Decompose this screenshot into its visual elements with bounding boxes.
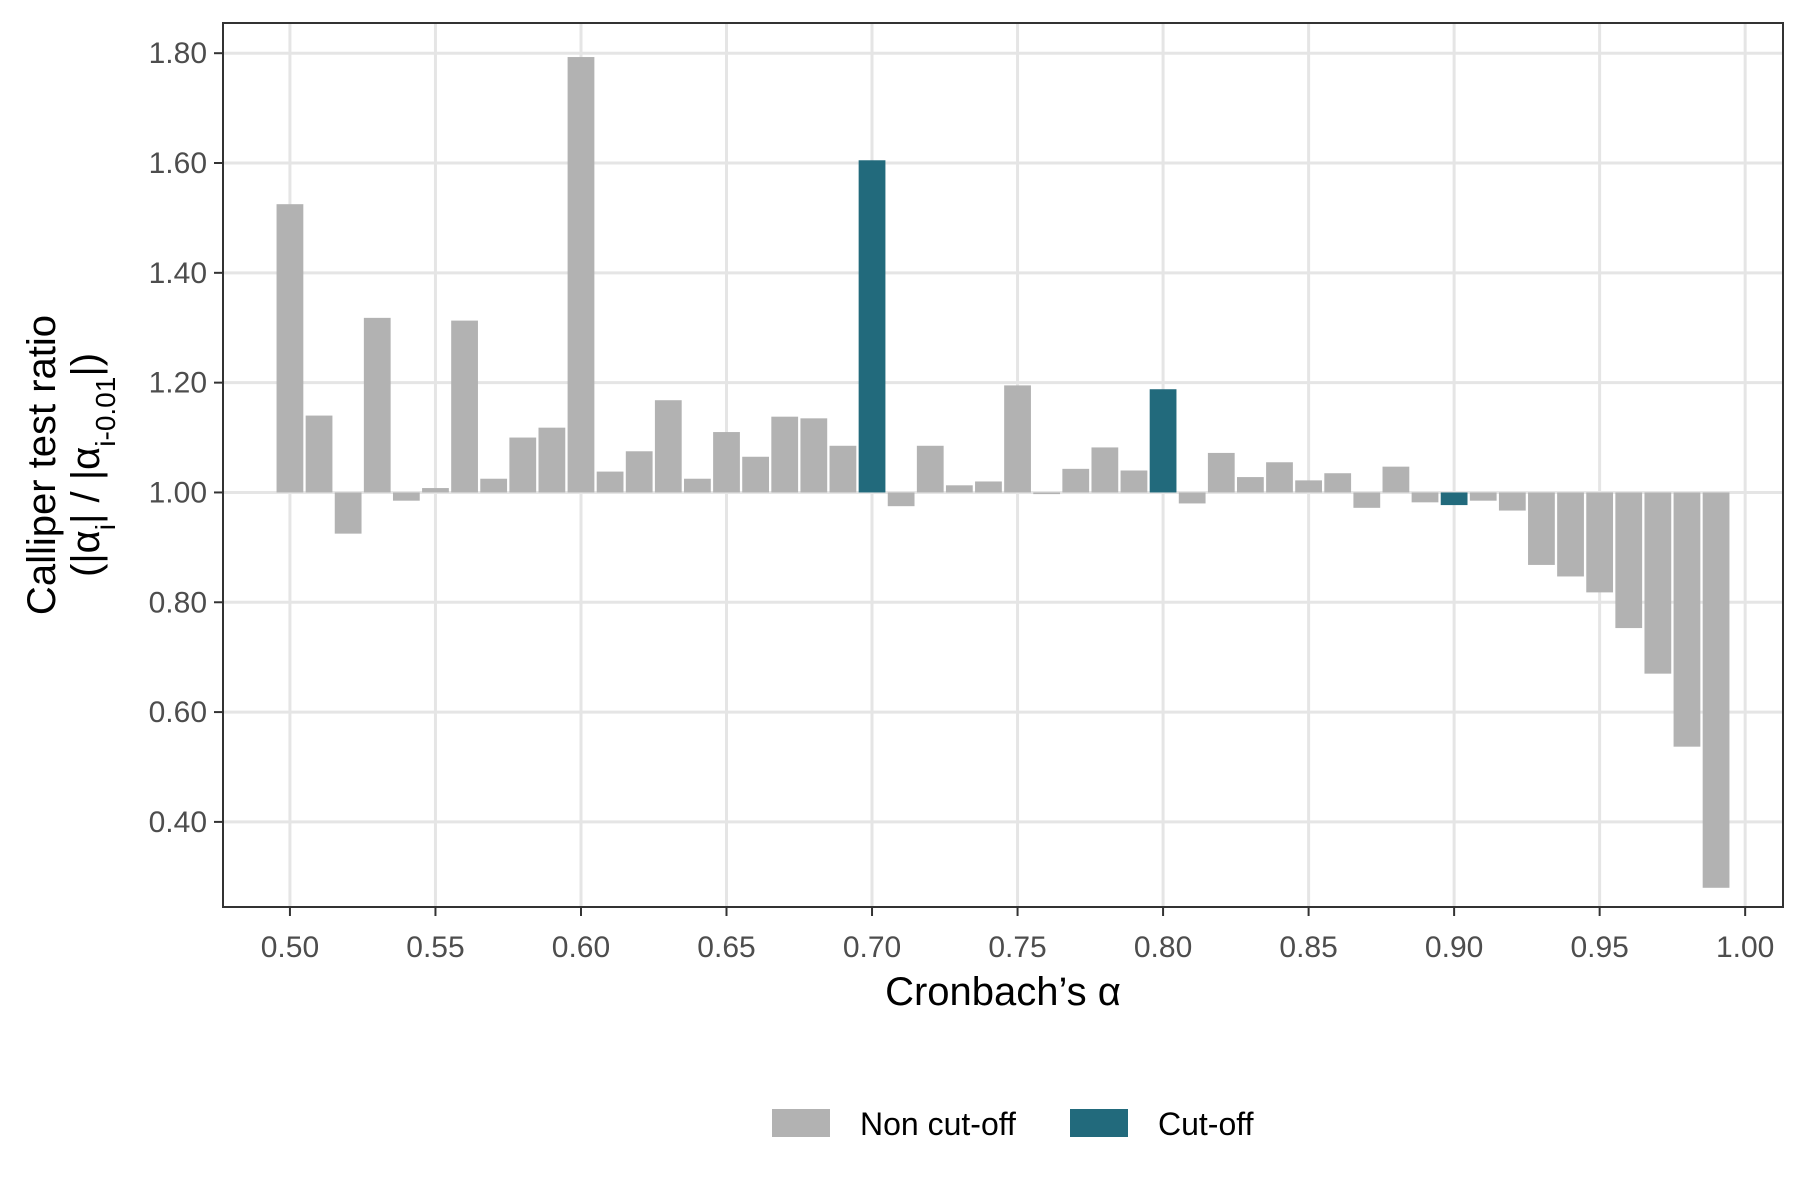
y-tick-label-1.80: 1.80	[149, 37, 207, 70]
bar-0.53	[363, 317, 391, 493]
bar-0.72	[916, 445, 944, 493]
plot-panel-border	[222, 22, 1784, 908]
bar-0.73	[945, 485, 973, 493]
bar-0.67	[771, 416, 799, 493]
bar-0.86	[1324, 473, 1352, 493]
bar-0.63	[654, 400, 682, 493]
bar-0.77	[1062, 468, 1090, 493]
x-tick-label-0.55: 0.55	[406, 931, 464, 964]
y-tick-label-1.40: 1.40	[149, 257, 207, 290]
bar-0.55	[422, 488, 449, 493]
bar-0.54	[392, 492, 420, 501]
y-tick-label-0.40: 0.40	[149, 806, 207, 839]
x-tick-label-0.85: 0.85	[1279, 931, 1337, 964]
y-axis-title: Calliper test ratio (|αi| / |αi-0.01|)	[20, 315, 121, 615]
x-tick-label-0.80: 0.80	[1134, 931, 1192, 964]
bar-0.91	[1469, 492, 1497, 501]
legend-key-cut-off	[1070, 1109, 1128, 1137]
bar-0.81	[1178, 492, 1206, 504]
x-tick-label-0.65: 0.65	[697, 931, 755, 964]
y-tick-label-0.60: 0.60	[149, 696, 207, 729]
y-tick-label-1.60: 1.60	[149, 147, 207, 180]
legend-label-cut-off: Cut-off	[1158, 1106, 1254, 1142]
y-axis-title-line1: Calliper test ratio	[20, 315, 64, 615]
bar-0.98	[1673, 492, 1701, 747]
bar-0.75	[1004, 385, 1031, 493]
bar-0.93	[1528, 492, 1555, 565]
bar-0.56	[451, 320, 478, 493]
bar-0.84	[1266, 462, 1293, 493]
y-tick-label-0.80: 0.80	[149, 586, 207, 619]
bar-0.50	[276, 204, 304, 493]
bar-0.92	[1498, 492, 1526, 511]
x-tick-label-0.60: 0.60	[552, 931, 610, 964]
bar-0.88	[1382, 466, 1410, 493]
x-tick-label-0.75: 0.75	[988, 931, 1046, 964]
legend-label-non-cut-off: Non cut-off	[860, 1106, 1016, 1142]
x-tick-label-0.70: 0.70	[843, 931, 901, 964]
bar-0.58	[509, 437, 537, 493]
y-tick-label-1.20: 1.20	[149, 367, 207, 400]
bar-0.87	[1353, 492, 1381, 508]
bar-0.99	[1702, 492, 1730, 888]
bar-0.94	[1557, 492, 1584, 577]
bar-0.65	[713, 432, 740, 493]
bar-0.76	[1033, 492, 1061, 495]
bar-0.85	[1295, 480, 1322, 493]
bar-0.89	[1411, 492, 1439, 503]
x-tick-label-0.90: 0.90	[1425, 931, 1483, 964]
x-tick-label-1.00: 1.00	[1716, 931, 1774, 964]
bar-0.71	[887, 492, 915, 507]
bar-0.61	[596, 471, 624, 493]
legend: Non cut-off Cut-off	[772, 1106, 1254, 1142]
y-axis-title-line2: (|αi| / |αi-0.01|)	[64, 353, 121, 577]
bar-0.70	[858, 160, 886, 493]
x-tick-label-0.95: 0.95	[1570, 931, 1628, 964]
bar-0.82	[1207, 452, 1235, 493]
bar-0.97	[1644, 492, 1672, 674]
bar-0.68	[800, 418, 828, 493]
x-tick-label-0.50: 0.50	[261, 931, 319, 964]
bar-0.64	[684, 478, 711, 493]
x-axis-title: Cronbach’s α	[885, 970, 1121, 1014]
bar-0.83	[1237, 477, 1264, 493]
bar-0.52	[334, 492, 362, 534]
bar-0.90	[1440, 492, 1468, 506]
bar-0.66	[742, 456, 769, 493]
bar-0.80	[1149, 389, 1177, 493]
grid-lines	[223, 23, 1783, 907]
bar-0.57	[480, 478, 508, 493]
x-axis: 0.50 0.55 0.60 0.65 0.70 0.75 0.80 0.85 0.90 0.95…	[261, 907, 1774, 964]
bars	[276, 57, 1730, 888]
bar-0.62	[625, 451, 653, 493]
bar-0.74	[975, 481, 1002, 493]
legend-key-non-cut-off	[772, 1109, 830, 1137]
bar-0.69	[829, 445, 857, 493]
bar-0.51	[305, 415, 333, 493]
bar-0.78	[1091, 447, 1119, 493]
y-axis: 0.40 0.60 0.80 1.00 1.20 1.40 1.60 1.80	[149, 37, 223, 839]
bar-0.95	[1586, 492, 1614, 593]
bar-0.59	[538, 427, 566, 493]
y-tick-label-1.00: 1.00	[149, 476, 207, 509]
bar-0.96	[1615, 492, 1643, 629]
bar-0.60	[567, 57, 595, 493]
bar-0.79	[1120, 470, 1148, 493]
